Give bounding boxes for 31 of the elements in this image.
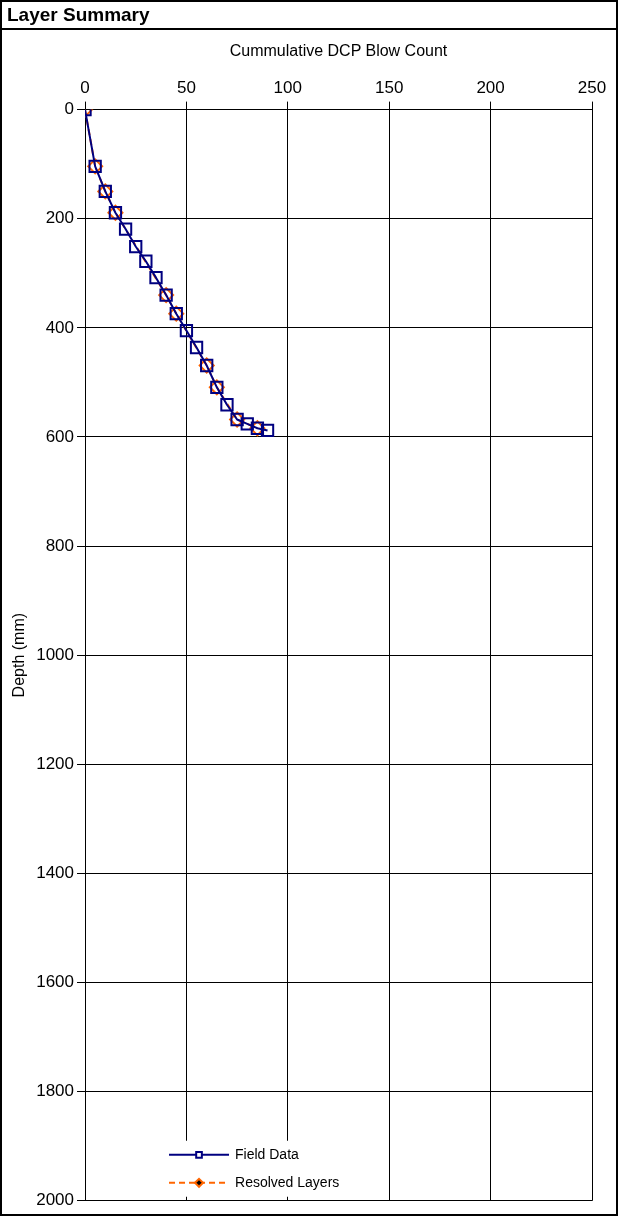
y-tick-label: 1400 xyxy=(36,863,75,883)
legend-label: Field Data xyxy=(235,1145,300,1162)
point xyxy=(149,270,163,285)
point xyxy=(189,340,204,355)
point xyxy=(129,239,143,254)
y-tick-label: 1000 xyxy=(36,644,75,664)
y-axis-title: Depth (mm) xyxy=(10,612,28,698)
y-tick-label: 400 xyxy=(45,317,75,337)
point xyxy=(260,423,275,438)
legend-label: Resolved Layers xyxy=(235,1173,340,1190)
x-tick-label: 150 xyxy=(375,78,404,98)
y-tick-label: 600 xyxy=(45,426,75,446)
point xyxy=(139,254,153,268)
y-tick-label: 2000 xyxy=(36,1190,75,1210)
y-tick-label: 800 xyxy=(45,535,75,555)
chart-title: Layer Summary xyxy=(2,2,616,30)
point xyxy=(240,417,254,431)
point xyxy=(179,323,194,338)
point xyxy=(220,398,234,412)
y-tick-label: 0 xyxy=(64,99,75,119)
x-axis-title: Cummulative DCP Blow Count xyxy=(229,42,448,60)
y-tick-label: 1600 xyxy=(36,972,75,992)
x-tick-label: 100 xyxy=(273,78,302,98)
y-tick-label: 1200 xyxy=(36,754,75,774)
x-tick-label: 250 xyxy=(577,78,607,98)
y-tick-label: 1800 xyxy=(36,1081,75,1101)
x-tick-label: 200 xyxy=(476,78,505,98)
y-tick-label: 200 xyxy=(45,208,75,228)
x-tick-label: 50 xyxy=(176,78,196,98)
point xyxy=(118,222,133,236)
x-tick-label: 0 xyxy=(80,78,90,98)
